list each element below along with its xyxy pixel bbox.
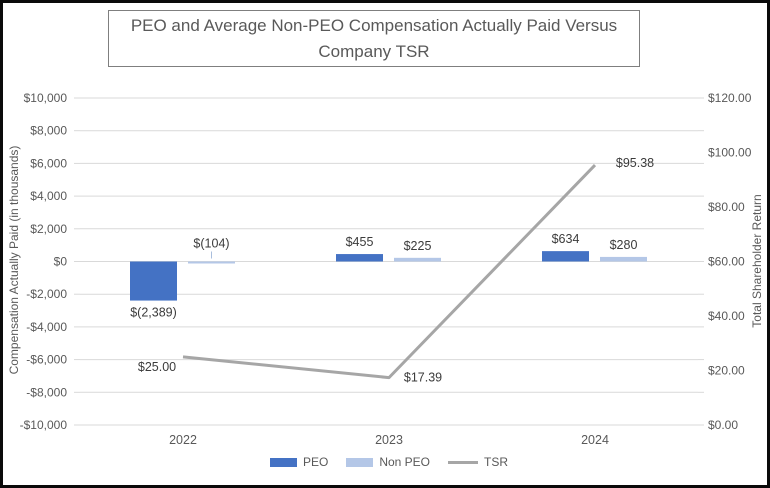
right-axis-tick-label: $20.00 [708, 364, 745, 378]
data-label: $(2,389) [130, 306, 177, 320]
chart-title: PEO and Average Non-PEO Compensation Act… [108, 10, 640, 67]
left-axis-tick-label: -$10,000 [20, 418, 68, 432]
data-label: $455 [346, 235, 374, 249]
x-axis-label: 2022 [169, 433, 197, 447]
tsr-line [182, 164, 597, 380]
data-label: $(104) [193, 237, 229, 251]
left-axis-tick-label: -$6,000 [26, 353, 67, 367]
right-axis-tick-label: $0.00 [708, 418, 738, 432]
legend-label-peo: PEO [302, 455, 329, 469]
right-axis-tick-label: $100.00 [708, 146, 752, 160]
peo-swatch-icon [269, 457, 297, 467]
legend-item-nonpeo: Non PEO [346, 455, 430, 469]
x-axis-label: 2024 [581, 433, 609, 447]
x-axis-label: 2023 [375, 433, 403, 447]
legend-label-tsr: TSR [484, 455, 509, 469]
legend-label-nonpeo: Non PEO [379, 455, 431, 469]
right-axis-tick-label: $120.00 [708, 91, 752, 105]
tsr-swatch-icon [448, 460, 479, 464]
tsr-data-label: $95.38 [616, 156, 654, 170]
left-axis-tick-label: -$4,000 [26, 320, 67, 334]
bar-peo-2024 [542, 251, 589, 262]
data-label: $225 [404, 239, 432, 253]
right-axis-tick-label: $40.00 [708, 309, 745, 323]
left-axis-tick-label: $6,000 [30, 156, 67, 170]
bar-nonpeo-2022 [188, 261, 235, 264]
legend: PEO Non PEO TSR [80, 455, 698, 469]
legend-item-tsr: TSR [448, 455, 508, 469]
nonpeo-swatch-icon [346, 457, 374, 467]
tsr-data-label: $17.39 [404, 371, 442, 385]
bar-nonpeo-2024 [600, 256, 647, 262]
legend-item-peo: PEO [269, 455, 329, 469]
right-axis-tick-label: $60.00 [708, 255, 745, 269]
left-axis-tick-label: $10,000 [24, 91, 68, 105]
bar-nonpeo-2023 [394, 257, 441, 262]
left-axis-tick-label: -$8,000 [26, 385, 67, 399]
tsr-data-label: $25.00 [138, 360, 176, 374]
left-axis-tick-label: -$2,000 [26, 287, 67, 301]
right-axis-tick-label: $80.00 [708, 200, 745, 214]
bar-peo-2023 [336, 254, 383, 262]
data-label: $280 [610, 238, 638, 252]
left-axis-tick-label: $8,000 [30, 124, 67, 138]
bar-peo-2022 [130, 261, 177, 301]
left-axis-tick-label: $4,000 [30, 189, 67, 203]
left-axis-tick-label: $0 [54, 255, 68, 269]
left-axis-tick-label: $2,000 [30, 222, 67, 236]
data-label: $634 [552, 232, 580, 246]
